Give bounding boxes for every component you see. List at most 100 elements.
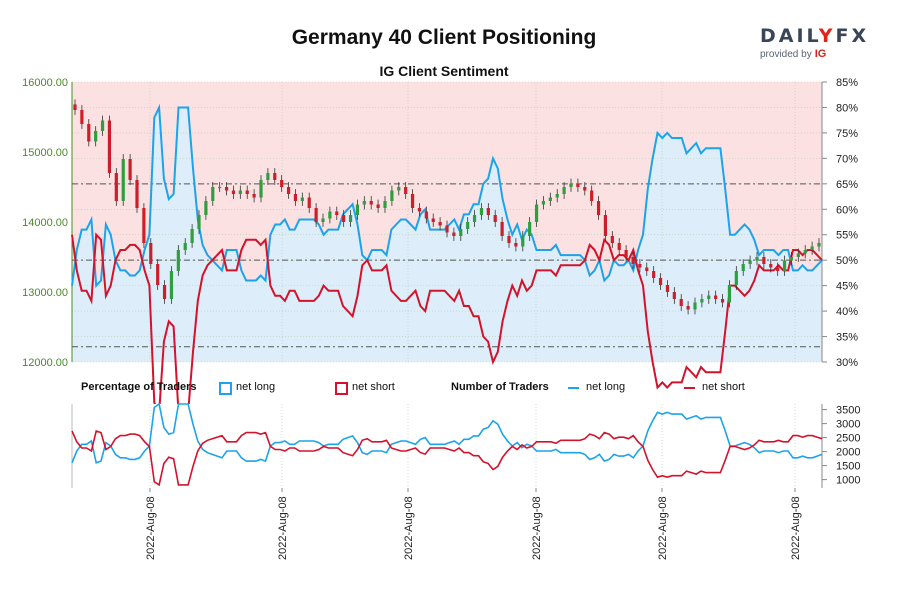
left-axis-tick-label: 14000.00 [22,217,68,229]
candle-body [445,225,449,233]
candle-body [142,208,146,243]
candle-body [183,243,187,250]
candle-body [87,124,91,142]
candle-body [73,104,77,110]
candle-body [686,306,690,310]
candle-body [617,243,621,250]
bottom-legend: Percentage of Traders net long net short… [0,381,900,395]
right-axis-tick-label: 85% [836,77,858,89]
left-axis-tick-label: 12000.00 [22,357,68,369]
candle-body [355,204,360,215]
candle-body [100,120,105,131]
right-axis-tick-label: 35% [836,332,858,344]
right-axis-tick-label: 30% [836,357,858,369]
candle-body [80,110,84,124]
candle-body [590,190,594,201]
candle-body [631,257,635,264]
x-axis-tick-label: 2022-Aug-08 [145,496,157,560]
legend-net-long-label: net long [236,381,276,393]
chart-title: Germany 40 Client Positioning [291,26,597,49]
candle-body [459,229,463,236]
x-axis-tick-label: 2022-Aug-08 [277,496,289,560]
candle-body [776,267,780,271]
candle-body [162,285,167,299]
left-axis-tick-label: 13000.00 [22,287,68,299]
right-axis-tick-label: 75% [836,128,858,140]
candle-body [362,201,366,205]
candle-body [286,187,291,194]
bottom-axis-tick-label: 2000 [836,447,860,459]
candle-body [796,253,800,257]
candle-body [204,201,208,215]
candle-body [390,190,394,201]
candle-body [307,197,311,208]
candle-body [424,211,428,219]
candle-body [190,229,194,243]
candle-body [224,187,229,191]
net-short-count-line [71,429,823,487]
candle-body [266,173,270,180]
candle-body [156,264,160,285]
candle-body [679,299,683,306]
candle-body [431,218,435,222]
candle-body [638,264,642,268]
candle-body [335,211,339,215]
candle-body [486,208,490,215]
candle-body [211,187,215,201]
candle-body [741,264,745,271]
candle-body [273,173,277,180]
candle-body [500,222,504,236]
right-axis-tick-label: 55% [836,230,858,242]
brand-subtitle: provided by IG [760,48,827,60]
candle-body [300,197,304,201]
candle-body [466,222,470,229]
candle-body [645,267,649,271]
bottom-axis-tick-label: 2500 [836,433,860,445]
candle-body [665,285,670,292]
candle-body [507,236,511,243]
candle-body [528,222,532,236]
candle-body [197,215,201,229]
candle-body [293,194,298,201]
candle-body [714,295,718,299]
candle-body [727,285,732,303]
x-axis-tick-label: 2022-Aug-08 [403,496,415,560]
right-axis-tick-label: 40% [836,306,858,318]
candle-body [672,292,676,299]
candle-body [114,173,118,201]
candle-body [321,218,325,222]
candle-body [769,264,773,268]
chart-subtitle: IG Client Sentiment [379,63,509,79]
candle-body [252,194,256,198]
right-axis-tick-label: 50% [836,255,858,267]
candle-body [555,194,559,198]
candle-body [231,190,236,194]
candle-body [218,187,222,189]
candle-body [652,271,656,278]
candle-body [755,257,759,261]
right-axis-tick-label: 65% [836,179,858,191]
bottom-axis-tick-label: 1500 [836,461,860,473]
candle-body [135,180,139,208]
candle-body [176,250,180,271]
dailyfx-logo: DAILYFX provided by IG [760,25,870,60]
candle-body [707,295,711,299]
candle-body [410,194,415,208]
candle-body [397,187,401,191]
right-axis-tick-label: 70% [836,153,858,165]
candle-body [603,215,608,236]
candle-body [369,201,373,205]
candle-body [782,260,787,271]
candle-body [810,246,814,250]
candle-body [521,236,525,247]
net-long-count-line [71,402,823,464]
legend-net-long-line-icon [568,387,579,389]
candle-body [479,208,484,215]
candle-body [493,215,497,222]
x-axis-tick-label: 2022-Aug-08 [790,496,802,560]
candle-body [700,299,704,303]
candle-body [472,215,477,222]
candle-body [548,197,552,201]
candle-body [342,215,346,222]
